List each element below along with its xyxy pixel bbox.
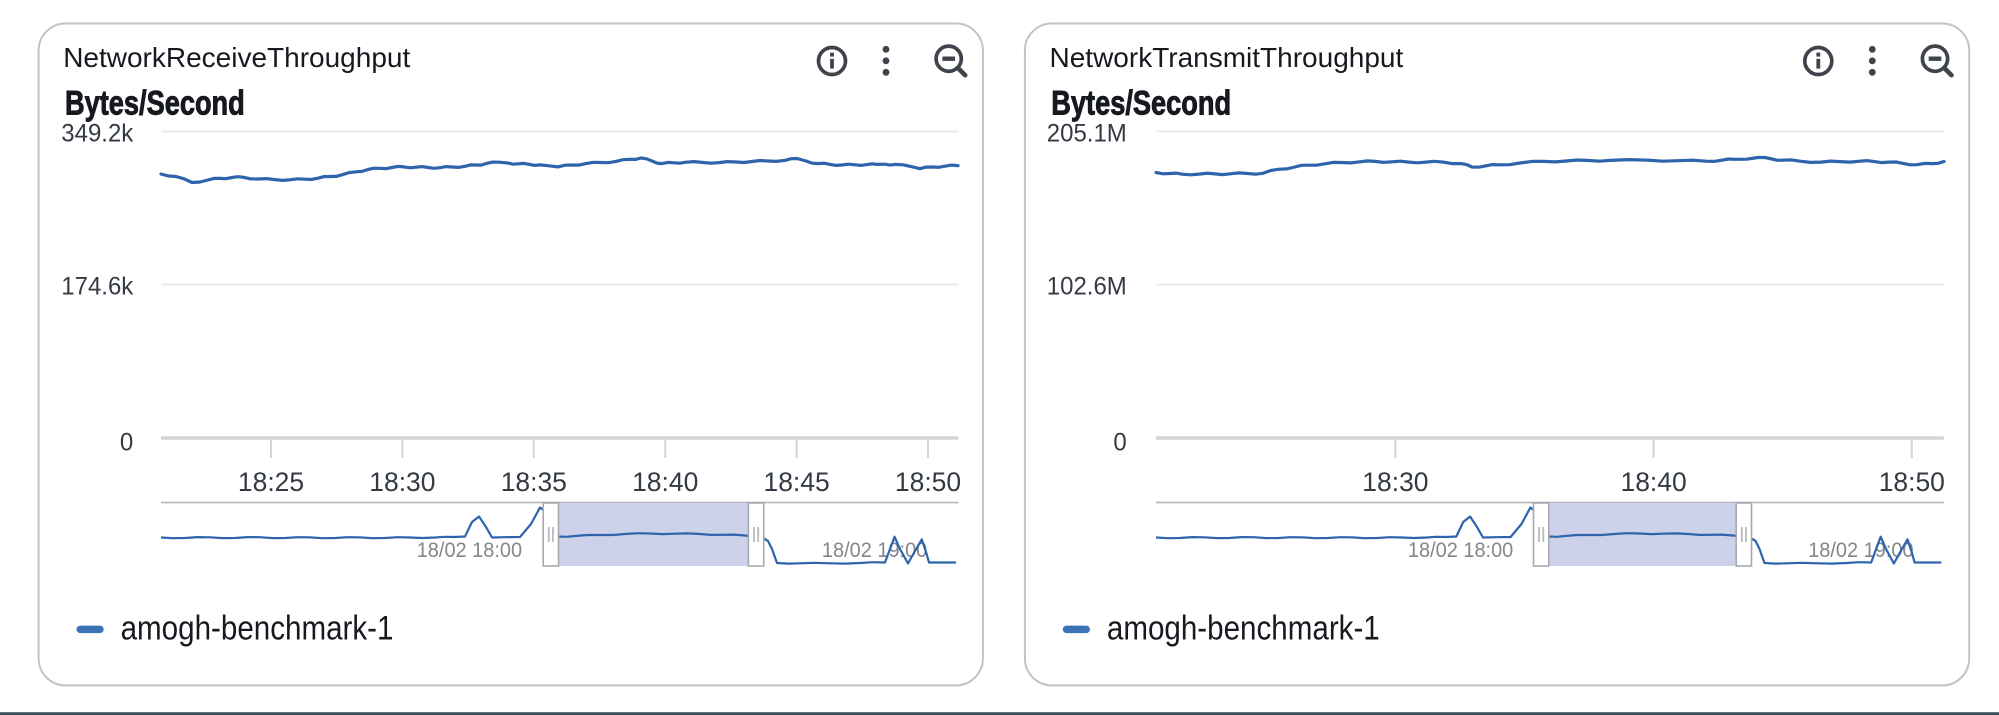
svg-text:18/02 19:00: 18/02 19:00 — [822, 539, 927, 563]
svg-text:18:35: 18:35 — [501, 467, 567, 497]
svg-text:18/02 19:00: 18/02 19:00 — [1808, 539, 1913, 563]
svg-text:205.1M: 205.1M — [1047, 120, 1127, 148]
svg-text:18:40: 18:40 — [1621, 467, 1687, 497]
svg-text:0: 0 — [1113, 429, 1126, 457]
svg-text:18:40: 18:40 — [632, 467, 698, 497]
svg-text:174.6k: 174.6k — [61, 273, 134, 301]
svg-text:Bytes/Second: Bytes/Second — [1051, 84, 1231, 123]
svg-text:amogh-benchmark-1: amogh-benchmark-1 — [1107, 609, 1380, 647]
svg-text:18:50: 18:50 — [1879, 467, 1945, 497]
svg-text:102.6M: 102.6M — [1047, 273, 1127, 301]
svg-text:18:30: 18:30 — [1362, 467, 1428, 497]
svg-text:NetworkReceiveThroughput: NetworkReceiveThroughput — [63, 42, 410, 73]
svg-text:18:50: 18:50 — [895, 467, 961, 497]
svg-text:18:45: 18:45 — [764, 467, 830, 497]
svg-text:0: 0 — [120, 429, 133, 457]
svg-text:Bytes/Second: Bytes/Second — [65, 84, 245, 123]
svg-text:349.2k: 349.2k — [61, 120, 134, 148]
svg-text:18/02 18:00: 18/02 18:00 — [1408, 539, 1513, 563]
svg-text:amogh-benchmark-1: amogh-benchmark-1 — [121, 609, 394, 647]
svg-text:18/02 18:00: 18/02 18:00 — [417, 539, 522, 563]
svg-text:18:25: 18:25 — [238, 467, 304, 497]
svg-text:18:30: 18:30 — [369, 467, 435, 497]
svg-text:NetworkTransmitThroughput: NetworkTransmitThroughput — [1050, 42, 1404, 73]
